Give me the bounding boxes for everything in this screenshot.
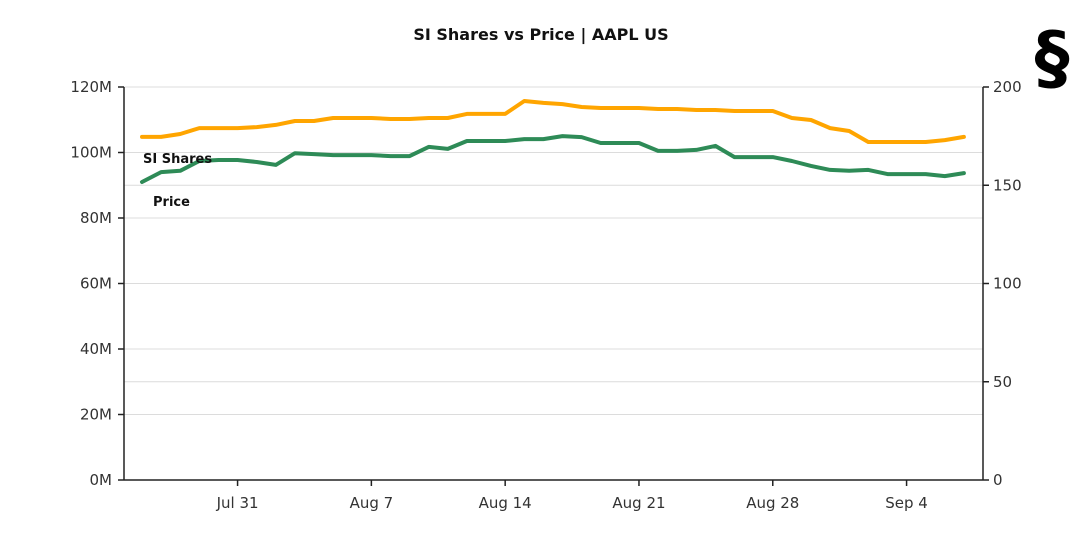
left-axis-tick-label: 120M: [70, 78, 112, 96]
series-labels: SI Shares Price: [143, 152, 212, 210]
chart-title: SI Shares vs Price | AAPL US: [413, 25, 668, 45]
left-axis-tick-label: 80M: [80, 209, 112, 227]
left-axis-tick-label: 20M: [80, 406, 112, 424]
x-axis-tick-label: Aug 21: [612, 494, 665, 512]
right-axis-tick-label: 0: [993, 471, 1003, 489]
right-axis-tick-label: 50: [993, 373, 1012, 391]
series-label-si-shares: SI Shares: [143, 152, 212, 167]
x-axis-tick-label: Aug 7: [350, 494, 394, 512]
right-axis-tick-label: 150: [993, 176, 1022, 194]
series-line-si-shares: [140, 134, 966, 184]
series-line-price: [140, 99, 966, 144]
series-group: [140, 99, 966, 184]
axes: 0M 20M 40M 60M 80M 100M 120M 0 50 100 150 200 Jul 31…: [70, 78, 1021, 512]
left-axis-tick-label: 60M: [80, 275, 112, 293]
series-label-price: Price: [153, 195, 190, 210]
left-axis-tick-label: 100M: [70, 144, 112, 162]
x-axis-tick-label: Jul 31: [216, 494, 259, 512]
x-axis-tick-label: Sep 4: [885, 494, 928, 512]
left-axis-tick-label: 40M: [80, 340, 112, 358]
x-axis-tick-label: Aug 28: [746, 494, 799, 512]
x-axis-tick-label: Aug 14: [479, 494, 532, 512]
right-axis-tick-label: 100: [993, 275, 1022, 293]
section-sign-logo-icon: §: [1035, 17, 1070, 99]
gridlines: [124, 86, 983, 415]
left-axis-tick-label: 0M: [90, 471, 113, 489]
right-axis-tick-label: 200: [993, 78, 1022, 96]
